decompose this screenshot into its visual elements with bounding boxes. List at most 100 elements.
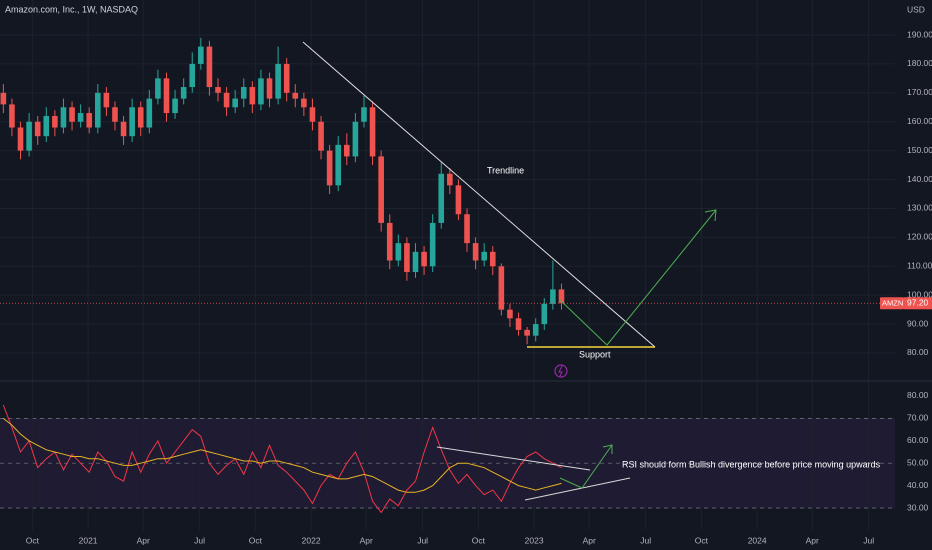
x-tick-label: Oct <box>26 535 40 545</box>
candle-body <box>60 107 67 128</box>
candle-body <box>112 107 118 122</box>
y-tick-label: 160.00 <box>907 116 932 126</box>
candle-body <box>258 78 264 105</box>
projection <box>559 209 717 346</box>
x-tick-label: Oct <box>249 535 263 545</box>
candle-body <box>189 63 196 88</box>
candle-body <box>120 121 127 137</box>
candle-body <box>180 87 187 99</box>
y-tick-label: 90.00 <box>907 318 929 328</box>
candle-body <box>386 222 393 261</box>
drawings <box>302 41 717 501</box>
y-tick-label: 40.00 <box>907 480 929 490</box>
candle-body <box>9 104 15 128</box>
candle-body <box>481 251 487 261</box>
x-tick-label: Oct <box>472 535 486 545</box>
candle-body <box>137 107 144 128</box>
price-label: 97.20 <box>907 298 929 308</box>
candle-body <box>0 92 7 105</box>
x-tick-label: Apr <box>360 535 373 545</box>
rsi-upper-line <box>436 446 591 471</box>
candle-body <box>155 78 161 99</box>
candle-body <box>206 46 213 88</box>
y-tick-label: 80.00 <box>907 347 929 357</box>
x-tick-label: Apr <box>806 535 819 545</box>
candle-body <box>326 150 333 186</box>
candle-body <box>275 63 281 99</box>
y-tick-label: 100.00 <box>907 289 932 299</box>
candle-body <box>412 251 419 273</box>
y-tick-label: 120.00 <box>907 232 932 242</box>
candle-body <box>163 78 170 114</box>
candle-body <box>266 78 273 99</box>
candle-body <box>309 107 316 122</box>
rsi-lower-line <box>524 477 631 501</box>
candle-body <box>352 121 359 157</box>
annotation: RSI should form Bullish divergence befor… <box>622 459 881 469</box>
annotation: Support <box>579 349 611 359</box>
y-tick-label: 110.00 <box>907 261 932 271</box>
candle-body <box>472 243 479 261</box>
candle-body <box>558 289 565 304</box>
candle-body <box>455 185 462 215</box>
candle-body <box>378 156 384 223</box>
rsi-projection-arrow <box>602 444 613 454</box>
candle-body <box>507 309 513 319</box>
candle-body <box>215 87 221 93</box>
y-tick-label: 170.00 <box>907 87 932 97</box>
candle-body <box>515 318 522 330</box>
trendline <box>302 41 656 348</box>
x-tick-label: 2022 <box>302 535 321 545</box>
candle-body <box>489 251 496 267</box>
candle-body <box>223 92 230 108</box>
candle-body <box>52 115 58 128</box>
candle-body <box>249 87 256 105</box>
candle-body <box>69 107 75 122</box>
price-tag <box>904 297 932 310</box>
x-tick-label: Jul <box>194 535 205 545</box>
y-tick-label: 50.00 <box>907 457 929 467</box>
candle-body <box>541 303 548 325</box>
series-line <box>2 404 562 514</box>
candle-body <box>524 329 530 336</box>
event-icon[interactable] <box>554 364 568 378</box>
x-tick-label: 2021 <box>79 535 98 545</box>
candle-body <box>532 324 539 336</box>
candle-body <box>395 243 402 261</box>
candle-body <box>232 98 238 108</box>
candle-body <box>498 266 505 310</box>
candle-body <box>77 113 84 122</box>
x-tick-label: Apr <box>583 535 596 545</box>
candle-body <box>240 87 247 99</box>
candle-body <box>26 121 32 151</box>
candle-body <box>146 98 153 128</box>
candle-body <box>361 107 367 122</box>
candle-body <box>335 144 342 186</box>
x-tick-label: Jul <box>640 535 651 545</box>
y-tick-label: 140.00 <box>907 174 932 184</box>
currency: USD <box>907 4 925 14</box>
rsi-projection <box>559 444 613 489</box>
series-line <box>2 418 562 493</box>
candle-body <box>198 46 204 64</box>
candle-body <box>550 289 556 304</box>
candle-body <box>17 127 24 151</box>
candle-body <box>447 173 453 186</box>
candle-body <box>369 107 376 157</box>
candle-body <box>404 243 410 273</box>
candle-body <box>421 251 427 267</box>
y-tick-label: 130.00 <box>907 203 932 213</box>
candle-body <box>464 214 470 244</box>
candle-body <box>43 115 50 137</box>
candle-body <box>129 107 135 137</box>
candle-body <box>172 98 178 114</box>
candle-body <box>429 222 436 267</box>
marks-layer <box>0 37 895 514</box>
candle-body <box>94 92 101 128</box>
x-tick-label: Apr <box>137 535 150 545</box>
candle-body <box>292 92 299 99</box>
candle-body <box>318 121 324 151</box>
symbol-tag <box>880 297 904 310</box>
x-tick-label: Oct <box>695 535 709 545</box>
